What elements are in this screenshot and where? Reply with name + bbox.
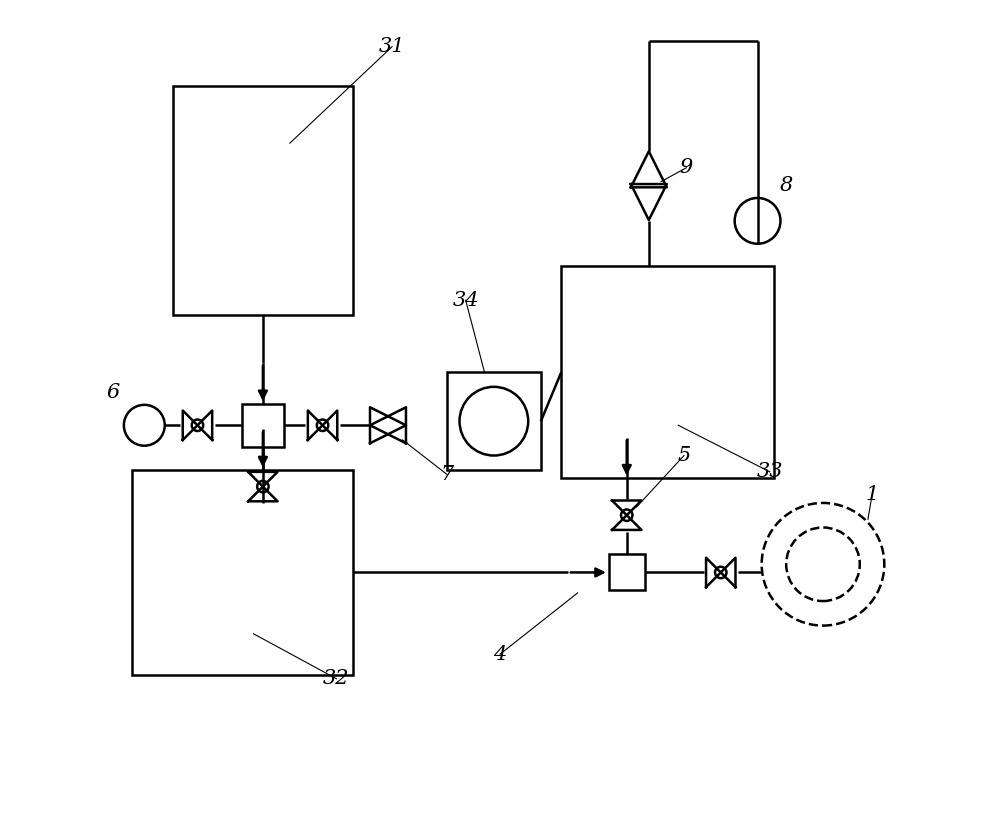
Text: 1: 1 <box>865 485 879 504</box>
Text: 4: 4 <box>493 645 507 664</box>
Text: 9: 9 <box>680 159 693 178</box>
Bar <box>447 373 541 470</box>
Text: 6: 6 <box>107 383 120 402</box>
Text: 7: 7 <box>440 465 453 484</box>
Text: 32: 32 <box>323 669 350 688</box>
Bar <box>609 554 645 591</box>
Bar <box>173 86 353 315</box>
Text: 33: 33 <box>757 463 783 482</box>
Text: 8: 8 <box>780 176 793 195</box>
Bar <box>242 404 284 447</box>
Text: 34: 34 <box>452 291 479 310</box>
Text: 5: 5 <box>677 446 691 465</box>
Bar <box>561 266 774 478</box>
Bar <box>132 470 353 675</box>
Text: 31: 31 <box>379 37 405 56</box>
